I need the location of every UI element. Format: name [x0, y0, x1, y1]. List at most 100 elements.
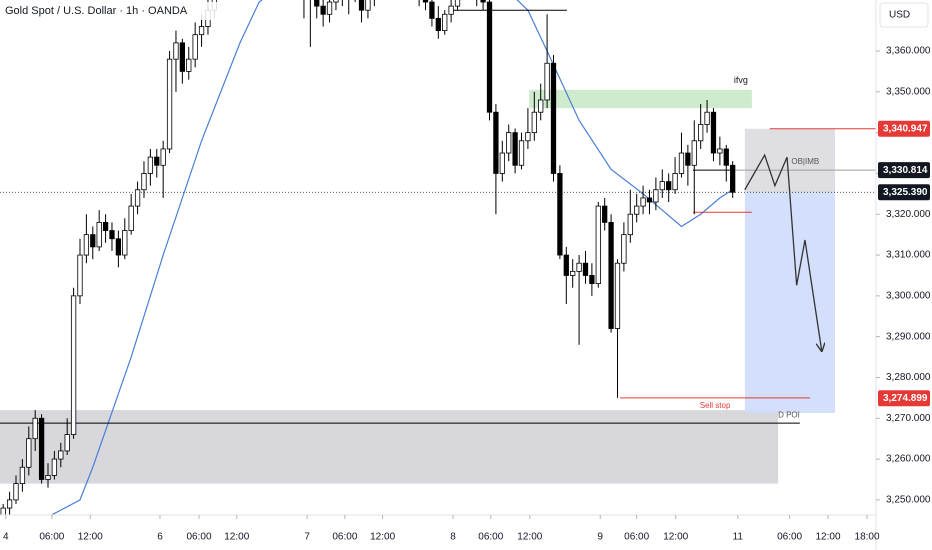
candle-body	[333, 0, 339, 3]
candle-body	[19, 466, 26, 484]
y-tick-label: 3,250.000	[886, 495, 931, 506]
candle-body	[58, 450, 64, 460]
candle-body	[589, 275, 595, 285]
candle-body	[634, 205, 640, 215]
candle-body	[602, 205, 608, 223]
candle-body	[627, 213, 633, 236]
candle-body	[0, 507, 6, 515]
candle-body	[608, 222, 614, 329]
candle-body	[480, 0, 486, 3]
title-bg	[0, 2, 250, 20]
candle-body	[486, 1, 493, 113]
x-tick-label: 06:00	[332, 532, 357, 543]
candle-body	[640, 197, 646, 207]
currency[interactable]: USD	[889, 10, 910, 21]
price-tag-label: 3,330.814	[883, 165, 928, 176]
candle-body	[595, 205, 601, 285]
level-label: D POI	[778, 410, 800, 419]
candle-body	[179, 42, 186, 72]
candle-body	[192, 34, 198, 60]
candle-body	[442, 13, 448, 32]
candle-body	[710, 111, 717, 154]
x-tick-label: 8	[450, 532, 456, 543]
x-tick-label: 9	[597, 532, 603, 543]
x-tick-label: 6	[157, 532, 163, 543]
x-tick-label: 12:00	[663, 532, 688, 543]
candle-body	[582, 262, 589, 276]
candle-body	[198, 26, 205, 36]
currency-button[interactable]	[879, 2, 929, 28]
candle-body	[621, 234, 627, 264]
candle-body	[550, 62, 557, 174]
candle-body	[435, 17, 441, 32]
candle-body	[314, 0, 320, 7]
candle-body	[531, 111, 537, 134]
price-tag	[878, 184, 930, 201]
candle-body	[102, 222, 109, 231]
zone-label: ifvg	[734, 75, 748, 85]
price-tag-label: 3,325.390	[883, 187, 928, 198]
zone	[529, 89, 752, 109]
x-tick-label: 06:00	[478, 532, 503, 543]
x-tick-label: 06:00	[39, 532, 64, 543]
x-tick-label: 18:00	[855, 532, 880, 543]
candle-body	[358, 0, 365, 11]
plot-area	[0, 0, 876, 515]
x-tick-label: 12:00	[370, 532, 395, 543]
candle-body	[38, 417, 45, 480]
level-label: OB|IMB	[791, 157, 819, 166]
candle-body	[77, 254, 83, 297]
candle-body	[186, 58, 192, 72]
price-tag	[878, 390, 930, 407]
candle-body	[646, 197, 653, 203]
x-tick-label: 06:00	[186, 532, 211, 543]
candle-body	[122, 230, 128, 256]
candle-body	[96, 222, 102, 248]
candle-body	[128, 205, 134, 231]
candle-body	[672, 173, 678, 191]
candle-body	[653, 189, 659, 203]
price-tag-label: 3,274.899	[883, 393, 928, 404]
candle-body	[563, 254, 569, 276]
y-tick-label: 3,360.000	[886, 46, 931, 57]
moving-average	[50, 0, 733, 515]
candle-body	[704, 111, 710, 125]
candle-body	[429, 1, 435, 19]
y-tick-label: 3,320.000	[886, 209, 931, 220]
candle-body	[320, 5, 326, 15]
candle-body	[685, 152, 691, 166]
candle-body	[570, 270, 576, 276]
y-tick-label: 3,350.000	[886, 86, 931, 97]
y-tick-label: 3,280.000	[886, 372, 931, 383]
candle-body	[506, 132, 512, 154]
y-tick-label: 3,270.000	[886, 413, 931, 424]
candle-body	[557, 173, 563, 256]
x-tick-label: 12:00	[78, 532, 103, 543]
candle-body	[512, 132, 518, 166]
candle-body	[448, 5, 454, 15]
x-tick-label: 7	[304, 532, 310, 543]
candle-body	[32, 417, 38, 440]
y-tick-label: 3,290.000	[886, 331, 931, 342]
x-tick-label: 4	[3, 532, 9, 543]
zone	[0, 410, 779, 484]
candle-body	[109, 230, 115, 240]
candle-body	[691, 140, 697, 166]
candle-body	[70, 295, 77, 436]
x-tick-label: 12:00	[224, 532, 249, 543]
y-tick-label: 3,310.000	[886, 250, 931, 261]
candle-body	[45, 475, 51, 480]
zone	[744, 192, 836, 413]
candle-body	[525, 132, 531, 142]
projection-path	[744, 153, 822, 350]
axes: 3,250.000 3,260.000 3,270.000 3,280.000 3,29…	[3, 46, 931, 543]
candle-body	[698, 124, 704, 142]
x-tick-label: 06:00	[777, 532, 802, 543]
candle-body	[493, 111, 499, 174]
candle-body	[26, 438, 32, 468]
candle-body	[499, 152, 505, 174]
candle-body	[666, 181, 672, 191]
price-tag	[878, 120, 930, 137]
candle-body	[730, 164, 736, 193]
price-tag-label: 3,340.947	[883, 123, 928, 134]
